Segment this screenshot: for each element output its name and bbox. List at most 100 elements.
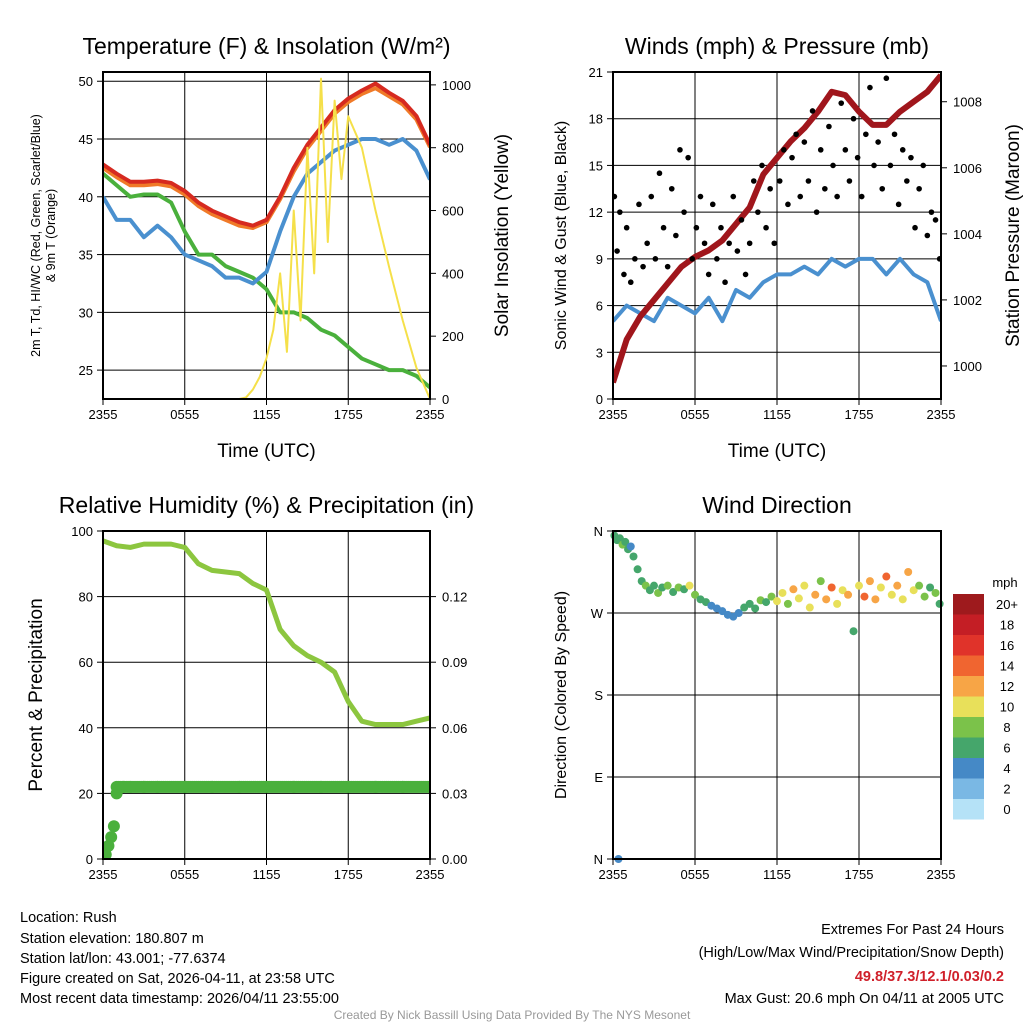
legend-label: 18 bbox=[1000, 618, 1014, 633]
wind-direction-point bbox=[855, 581, 863, 590]
y-tick-label: 60 bbox=[79, 655, 93, 670]
y2-tick-label: 0.03 bbox=[442, 786, 467, 801]
wind-direction-point bbox=[773, 597, 781, 606]
plot-area bbox=[613, 73, 941, 384]
gust-point bbox=[887, 162, 894, 169]
y2-tick-label: 1000 bbox=[953, 359, 982, 374]
plot-area bbox=[103, 77, 430, 399]
x-tick-label: 1755 bbox=[334, 867, 363, 882]
gust-point bbox=[623, 224, 630, 231]
wind-direction-point bbox=[931, 588, 940, 597]
series-line-hi-wc bbox=[103, 137, 430, 286]
y-tick-label: W bbox=[591, 606, 604, 621]
gust-point bbox=[689, 256, 696, 262]
gust-point bbox=[644, 240, 650, 247]
gust-point bbox=[763, 224, 769, 231]
y-tick-label: N bbox=[594, 524, 603, 539]
legend-label: 16 bbox=[1000, 638, 1014, 653]
plot-frame bbox=[612, 71, 942, 400]
x-tick-label: 1155 bbox=[253, 867, 281, 882]
gust-point bbox=[668, 185, 675, 192]
extremes-title: Extremes For Past 24 Hours bbox=[821, 922, 1004, 938]
y2-tick-label: 1006 bbox=[953, 161, 982, 176]
y-tick-label: 35 bbox=[79, 248, 93, 263]
x-tick-label: 2355 bbox=[89, 867, 118, 882]
gust-point bbox=[755, 209, 761, 215]
y-tick-label: 6 bbox=[596, 299, 603, 314]
gust-point bbox=[801, 139, 808, 145]
extremes-legend: (High/Low/Max Wind/Precipitation/Snow De… bbox=[699, 945, 1004, 961]
gust-point bbox=[895, 201, 902, 208]
recent-data-text: Most recent data timestamp: 2026/04/11 2… bbox=[20, 991, 339, 1007]
x-tick-label: 2355 bbox=[416, 407, 445, 422]
gust-point bbox=[920, 162, 927, 169]
gust-point bbox=[660, 224, 667, 231]
series-line-relative-humidity bbox=[103, 538, 430, 728]
wind-direction-point bbox=[904, 568, 913, 576]
y-tick-label: 0 bbox=[86, 852, 93, 867]
series-line-pressure bbox=[613, 73, 941, 384]
legend-label: 2 bbox=[1003, 782, 1010, 797]
chart-title: Winds (mph) & Pressure (mb) bbox=[625, 33, 929, 59]
gust-point bbox=[718, 224, 724, 231]
wind-direction-point bbox=[935, 599, 944, 608]
y2-tick-label: 0.06 bbox=[442, 721, 467, 736]
wind-direction-point bbox=[898, 595, 907, 604]
y2-tick-label: 1008 bbox=[953, 95, 982, 110]
wind-direction-point bbox=[865, 577, 874, 586]
x-tick-label: 2355 bbox=[416, 867, 445, 882]
legend-swatch bbox=[953, 758, 984, 779]
gust-point bbox=[746, 240, 753, 247]
legend-title: mph bbox=[992, 575, 1017, 590]
chart-title: Temperature (F) & Insolation (W/m²) bbox=[82, 33, 450, 59]
gust-point bbox=[904, 178, 910, 184]
wind-direction-point bbox=[876, 583, 885, 592]
y2-tick-label: 400 bbox=[442, 266, 464, 281]
gust-point bbox=[846, 178, 853, 184]
gust-point bbox=[842, 147, 849, 153]
wind-direction-point bbox=[811, 590, 820, 599]
y2-tick-label: 0.09 bbox=[442, 655, 467, 670]
x-tick-label: 1155 bbox=[763, 867, 791, 882]
y2-tick-label: 800 bbox=[442, 141, 464, 156]
wind-direction-point bbox=[909, 586, 918, 595]
gust-point bbox=[822, 185, 828, 192]
y2-tick-label: 1000 bbox=[442, 78, 471, 93]
x-axis-label: Time (UTC) bbox=[217, 441, 316, 462]
y2-axis-label: Station Pressure (Maroon) bbox=[1003, 124, 1024, 347]
panel-1: Winds (mph) & Pressure (mb) 2355 0555 1155 1… bbox=[553, 33, 1024, 462]
wind-direction-point bbox=[822, 595, 831, 604]
gust-point bbox=[673, 232, 679, 239]
gust-point bbox=[656, 170, 663, 177]
gust-point bbox=[709, 201, 716, 208]
wind-direction-point bbox=[871, 595, 880, 604]
wind-direction-point bbox=[920, 592, 929, 601]
x-tick-label: 0555 bbox=[170, 867, 199, 882]
gust-point bbox=[701, 240, 708, 247]
series-line-td bbox=[103, 172, 430, 389]
legend-label: 14 bbox=[1000, 659, 1014, 674]
gust-point bbox=[805, 178, 812, 184]
gust-point bbox=[614, 248, 620, 254]
gust-point bbox=[932, 217, 939, 223]
gust-point bbox=[817, 147, 824, 153]
gust-point bbox=[648, 193, 655, 200]
legend-swatch bbox=[953, 717, 984, 738]
series-line-9m-t bbox=[103, 86, 430, 230]
gust-point bbox=[652, 256, 659, 262]
gust-point bbox=[858, 193, 865, 200]
legend-swatch bbox=[953, 696, 984, 717]
gust-point bbox=[834, 193, 840, 200]
x-tick-label: 0555 bbox=[681, 867, 710, 882]
gust-point bbox=[693, 224, 700, 231]
gust-point bbox=[759, 162, 765, 169]
y-tick-label: 100 bbox=[71, 524, 93, 539]
wind-direction-point bbox=[745, 599, 754, 608]
precip-point bbox=[107, 820, 120, 833]
plot-area bbox=[103, 538, 430, 859]
wind-direction-point bbox=[882, 572, 891, 581]
legend-swatch bbox=[953, 614, 984, 635]
gust-point bbox=[793, 131, 799, 138]
panel-2: Relative Humidity (%) & Precipitation (i… bbox=[26, 492, 474, 882]
gust-point bbox=[726, 240, 732, 247]
